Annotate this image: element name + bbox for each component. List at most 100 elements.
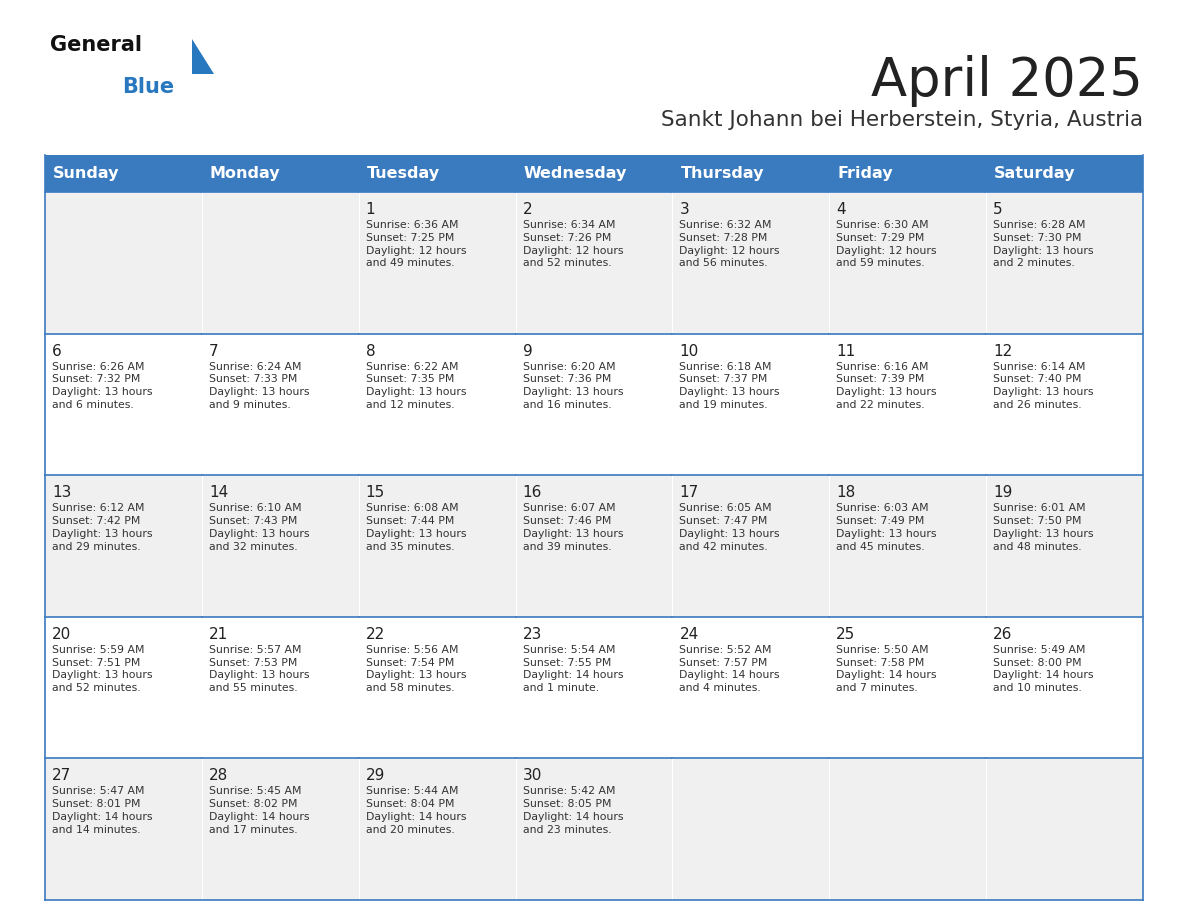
Text: 26: 26 [993, 627, 1012, 642]
Bar [986, 192, 1143, 333]
Text: Sunrise: 5:57 AM
Sunset: 7:53 PM
Daylight: 13 hours
and 55 minutes.: Sunrise: 5:57 AM Sunset: 7:53 PM Dayligh… [209, 644, 309, 693]
Text: Sunrise: 6:32 AM
Sunset: 7:28 PM
Daylight: 12 hours
and 56 minutes.: Sunrise: 6:32 AM Sunset: 7:28 PM Dayligh… [680, 220, 781, 268]
Bar [45, 155, 202, 192]
Text: 9: 9 [523, 343, 532, 359]
Bar [829, 155, 986, 192]
Text: Sunday: Sunday [53, 166, 120, 181]
Text: 8: 8 [366, 343, 375, 359]
Text: 23: 23 [523, 627, 542, 642]
Text: Sunrise: 5:45 AM
Sunset: 8:02 PM
Daylight: 14 hours
and 17 minutes.: Sunrise: 5:45 AM Sunset: 8:02 PM Dayligh… [209, 787, 309, 834]
Bar [516, 758, 672, 900]
Text: 16: 16 [523, 486, 542, 500]
Bar [986, 617, 1143, 758]
Bar [516, 155, 672, 192]
Text: Sunrise: 6:16 AM
Sunset: 7:39 PM
Daylight: 13 hours
and 22 minutes.: Sunrise: 6:16 AM Sunset: 7:39 PM Dayligh… [836, 362, 937, 410]
Bar [202, 617, 359, 758]
Text: Sunrise: 6:20 AM
Sunset: 7:36 PM
Daylight: 13 hours
and 16 minutes.: Sunrise: 6:20 AM Sunset: 7:36 PM Dayligh… [523, 362, 623, 410]
Bar [829, 758, 986, 900]
Text: Sunrise: 5:47 AM
Sunset: 8:01 PM
Daylight: 14 hours
and 14 minutes.: Sunrise: 5:47 AM Sunset: 8:01 PM Dayligh… [52, 787, 152, 834]
Text: Monday: Monday [210, 166, 280, 181]
Bar [359, 617, 516, 758]
Text: Sunrise: 6:01 AM
Sunset: 7:50 PM
Daylight: 13 hours
and 48 minutes.: Sunrise: 6:01 AM Sunset: 7:50 PM Dayligh… [993, 503, 1094, 552]
Bar [986, 333, 1143, 476]
Text: Sunrise: 6:26 AM
Sunset: 7:32 PM
Daylight: 13 hours
and 6 minutes.: Sunrise: 6:26 AM Sunset: 7:32 PM Dayligh… [52, 362, 152, 410]
Text: 20: 20 [52, 627, 71, 642]
Bar [672, 155, 829, 192]
Text: Wednesday: Wednesday [524, 166, 627, 181]
Text: General: General [50, 35, 143, 55]
Text: 18: 18 [836, 486, 855, 500]
Text: 24: 24 [680, 627, 699, 642]
Bar [202, 155, 359, 192]
Bar [672, 758, 829, 900]
Bar [829, 333, 986, 476]
Text: Tuesday: Tuesday [367, 166, 440, 181]
Text: Sunrise: 5:54 AM
Sunset: 7:55 PM
Daylight: 14 hours
and 1 minute.: Sunrise: 5:54 AM Sunset: 7:55 PM Dayligh… [523, 644, 623, 693]
Text: 10: 10 [680, 343, 699, 359]
Bar [45, 758, 202, 900]
Bar [516, 333, 672, 476]
Text: 17: 17 [680, 486, 699, 500]
Bar [202, 333, 359, 476]
Bar [202, 476, 359, 617]
Text: 19: 19 [993, 486, 1012, 500]
Text: 11: 11 [836, 343, 855, 359]
Text: Sunrise: 5:42 AM
Sunset: 8:05 PM
Daylight: 14 hours
and 23 minutes.: Sunrise: 5:42 AM Sunset: 8:05 PM Dayligh… [523, 787, 623, 834]
Text: 29: 29 [366, 768, 385, 783]
Bar [202, 758, 359, 900]
Bar [202, 192, 359, 333]
Text: April 2025: April 2025 [871, 55, 1143, 107]
Bar [45, 192, 202, 333]
Bar [986, 155, 1143, 192]
Text: Sunrise: 5:44 AM
Sunset: 8:04 PM
Daylight: 14 hours
and 20 minutes.: Sunrise: 5:44 AM Sunset: 8:04 PM Dayligh… [366, 787, 466, 834]
Text: 12: 12 [993, 343, 1012, 359]
Text: Sunrise: 6:14 AM
Sunset: 7:40 PM
Daylight: 13 hours
and 26 minutes.: Sunrise: 6:14 AM Sunset: 7:40 PM Dayligh… [993, 362, 1094, 410]
Bar [829, 192, 986, 333]
Text: 14: 14 [209, 486, 228, 500]
Bar [986, 758, 1143, 900]
Text: Sunrise: 5:56 AM
Sunset: 7:54 PM
Daylight: 13 hours
and 58 minutes.: Sunrise: 5:56 AM Sunset: 7:54 PM Dayligh… [366, 644, 466, 693]
Text: Sunrise: 6:30 AM
Sunset: 7:29 PM
Daylight: 12 hours
and 59 minutes.: Sunrise: 6:30 AM Sunset: 7:29 PM Dayligh… [836, 220, 937, 268]
Text: 6: 6 [52, 343, 62, 359]
Text: 22: 22 [366, 627, 385, 642]
Text: Sunrise: 6:10 AM
Sunset: 7:43 PM
Daylight: 13 hours
and 32 minutes.: Sunrise: 6:10 AM Sunset: 7:43 PM Dayligh… [209, 503, 309, 552]
Text: Sunrise: 6:24 AM
Sunset: 7:33 PM
Daylight: 13 hours
and 9 minutes.: Sunrise: 6:24 AM Sunset: 7:33 PM Dayligh… [209, 362, 309, 410]
Text: Sunrise: 6:28 AM
Sunset: 7:30 PM
Daylight: 13 hours
and 2 minutes.: Sunrise: 6:28 AM Sunset: 7:30 PM Dayligh… [993, 220, 1094, 268]
Text: Saturday: Saturday [994, 166, 1075, 181]
Bar [359, 476, 516, 617]
Bar [359, 192, 516, 333]
Bar [359, 155, 516, 192]
Bar [672, 476, 829, 617]
Text: 3: 3 [680, 202, 689, 217]
Text: 28: 28 [209, 768, 228, 783]
Bar [359, 333, 516, 476]
Text: 4: 4 [836, 202, 846, 217]
Bar [672, 617, 829, 758]
Text: 7: 7 [209, 343, 219, 359]
Text: Sunrise: 6:08 AM
Sunset: 7:44 PM
Daylight: 13 hours
and 35 minutes.: Sunrise: 6:08 AM Sunset: 7:44 PM Dayligh… [366, 503, 466, 552]
Bar [516, 617, 672, 758]
Text: Sunrise: 5:50 AM
Sunset: 7:58 PM
Daylight: 14 hours
and 7 minutes.: Sunrise: 5:50 AM Sunset: 7:58 PM Dayligh… [836, 644, 937, 693]
Polygon shape [192, 39, 214, 74]
Text: Sunrise: 6:36 AM
Sunset: 7:25 PM
Daylight: 12 hours
and 49 minutes.: Sunrise: 6:36 AM Sunset: 7:25 PM Dayligh… [366, 220, 466, 268]
Text: 5: 5 [993, 202, 1003, 217]
Text: Friday: Friday [838, 166, 893, 181]
Bar [986, 476, 1143, 617]
Text: Sunrise: 6:34 AM
Sunset: 7:26 PM
Daylight: 12 hours
and 52 minutes.: Sunrise: 6:34 AM Sunset: 7:26 PM Dayligh… [523, 220, 623, 268]
Text: Sunrise: 6:18 AM
Sunset: 7:37 PM
Daylight: 13 hours
and 19 minutes.: Sunrise: 6:18 AM Sunset: 7:37 PM Dayligh… [680, 362, 781, 410]
Text: Sunrise: 5:59 AM
Sunset: 7:51 PM
Daylight: 13 hours
and 52 minutes.: Sunrise: 5:59 AM Sunset: 7:51 PM Dayligh… [52, 644, 152, 693]
Text: Sunrise: 6:07 AM
Sunset: 7:46 PM
Daylight: 13 hours
and 39 minutes.: Sunrise: 6:07 AM Sunset: 7:46 PM Dayligh… [523, 503, 623, 552]
Bar [672, 333, 829, 476]
Bar [516, 192, 672, 333]
Text: 13: 13 [52, 486, 71, 500]
Text: Sunrise: 5:52 AM
Sunset: 7:57 PM
Daylight: 14 hours
and 4 minutes.: Sunrise: 5:52 AM Sunset: 7:57 PM Dayligh… [680, 644, 781, 693]
Bar [829, 617, 986, 758]
Bar [829, 476, 986, 617]
Text: 27: 27 [52, 768, 71, 783]
Bar [45, 333, 202, 476]
Text: Blue: Blue [122, 77, 175, 97]
Bar [45, 476, 202, 617]
Text: 25: 25 [836, 627, 855, 642]
Text: 1: 1 [366, 202, 375, 217]
Bar [45, 617, 202, 758]
